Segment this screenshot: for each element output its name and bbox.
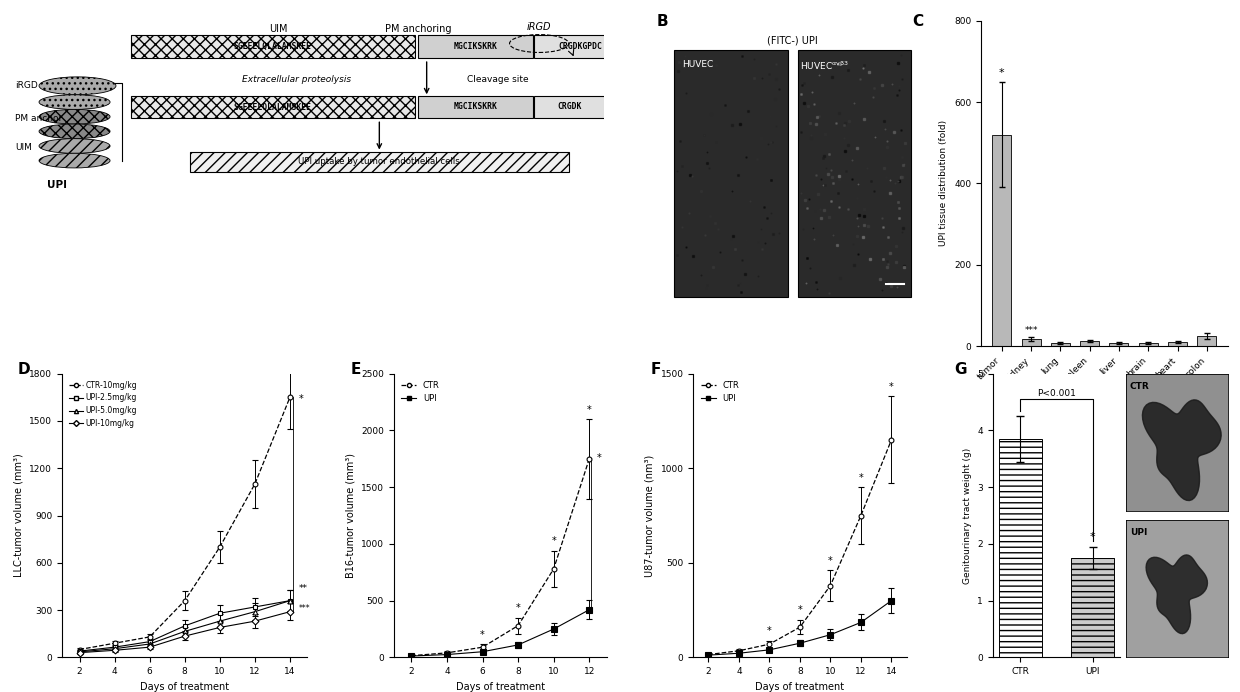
Legend: CTR, UPI: CTR, UPI <box>398 378 443 407</box>
Text: UPI: UPI <box>47 180 67 190</box>
Text: *: * <box>596 453 601 463</box>
Bar <box>1022 338 1040 346</box>
Text: iRGD: iRGD <box>15 81 38 91</box>
Ellipse shape <box>38 109 110 124</box>
Text: UIM: UIM <box>15 143 32 152</box>
Polygon shape <box>1142 400 1221 500</box>
Text: MGCIKSKRK: MGCIKSKRK <box>454 102 497 111</box>
Text: HUVEC$^{\mathregular{\alpha v\beta 3}}$: HUVEC$^{\mathregular{\alpha v\beta 3}}$ <box>800 60 849 72</box>
Text: PM anchor: PM anchor <box>15 113 62 123</box>
Y-axis label: LLC-tumor volume (mm³): LLC-tumor volume (mm³) <box>14 454 24 577</box>
Bar <box>130 95 415 118</box>
X-axis label: Days of treatment: Days of treatment <box>755 682 844 692</box>
Text: UPI uptake by tumor endothelial cells: UPI uptake by tumor endothelial cells <box>299 157 460 166</box>
Text: ***: *** <box>299 604 310 613</box>
Bar <box>1050 343 1070 346</box>
Y-axis label: U87-tumor volume (nm³): U87-tumor volume (nm³) <box>645 455 655 576</box>
Text: *: * <box>797 606 802 615</box>
Text: UPI: UPI <box>1130 528 1147 537</box>
Text: (FITC-) UPI: (FITC-) UPI <box>768 35 818 46</box>
Bar <box>797 50 911 298</box>
Text: F: F <box>651 363 661 377</box>
Bar <box>130 35 415 58</box>
Text: *: * <box>480 630 485 640</box>
Text: CRGDKGPDC: CRGDKGPDC <box>558 42 603 51</box>
Ellipse shape <box>38 124 110 138</box>
Text: *: * <box>587 405 591 415</box>
Bar <box>534 95 605 118</box>
Text: *: * <box>889 382 894 392</box>
Text: *: * <box>1090 532 1095 542</box>
Text: *: * <box>999 68 1004 78</box>
Text: B: B <box>657 15 668 29</box>
Ellipse shape <box>38 95 110 109</box>
Text: E: E <box>351 363 361 377</box>
Text: SGEEELQLALAMSKEE: SGEEELQLALAMSKEE <box>234 42 311 51</box>
Text: *: * <box>552 536 556 547</box>
Text: **: ** <box>299 583 308 592</box>
Bar <box>675 50 787 298</box>
Text: UIM: UIM <box>269 24 288 34</box>
Text: ***: *** <box>1024 327 1038 336</box>
Bar <box>992 135 1012 346</box>
Text: HUVEC: HUVEC <box>682 60 713 69</box>
Text: *: * <box>828 556 833 566</box>
Bar <box>1198 336 1216 346</box>
Y-axis label: B16-tumor volume (mm³): B16-tumor volume (mm³) <box>346 453 356 578</box>
Bar <box>1168 342 1187 346</box>
Text: G: G <box>955 363 967 377</box>
Y-axis label: Genitourinary tract weight (g): Genitourinary tract weight (g) <box>962 448 972 583</box>
Ellipse shape <box>38 154 110 168</box>
X-axis label: Days of treatment: Days of treatment <box>140 682 229 692</box>
Text: C: C <box>911 15 923 29</box>
Y-axis label: UPI tissue distribution (fold): UPI tissue distribution (fold) <box>940 120 949 246</box>
Bar <box>534 35 626 58</box>
Bar <box>1138 343 1158 346</box>
Legend: CTR-10mg/kg, UPI-2.5mg/kg, UPI-5.0mg/kg, UPI-10mg/kg: CTR-10mg/kg, UPI-2.5mg/kg, UPI-5.0mg/kg,… <box>66 378 140 431</box>
Bar <box>998 439 1042 657</box>
Text: CRGDK: CRGDK <box>558 102 582 111</box>
Text: *: * <box>516 603 521 613</box>
Text: iRGD: iRGD <box>527 22 552 32</box>
X-axis label: Days of treatment: Days of treatment <box>456 682 544 692</box>
Bar <box>190 152 569 172</box>
Bar <box>1080 341 1099 346</box>
Text: D: D <box>17 363 31 377</box>
Bar <box>418 35 533 58</box>
Bar <box>1071 558 1115 657</box>
Legend: CTR, UPI: CTR, UPI <box>697 378 743 407</box>
Text: CTR: CTR <box>1130 382 1149 391</box>
Ellipse shape <box>38 138 110 154</box>
Text: PM anchoring: PM anchoring <box>384 24 451 34</box>
Bar <box>1110 343 1128 346</box>
Text: MGCIKSKRK: MGCIKSKRK <box>454 42 497 51</box>
Text: SGEEELQLALAMSKEE: SGEEELQLALAMSKEE <box>234 102 311 111</box>
Text: Cleavage site: Cleavage site <box>467 75 528 84</box>
Polygon shape <box>1146 555 1208 634</box>
Text: Extracellular proteolysis: Extracellular proteolysis <box>242 75 351 84</box>
Bar <box>418 95 533 118</box>
Text: *: * <box>858 473 863 482</box>
Text: *: * <box>299 394 304 404</box>
Text: *: * <box>768 626 771 636</box>
Ellipse shape <box>38 77 117 95</box>
Text: P<0.001: P<0.001 <box>1037 390 1076 399</box>
